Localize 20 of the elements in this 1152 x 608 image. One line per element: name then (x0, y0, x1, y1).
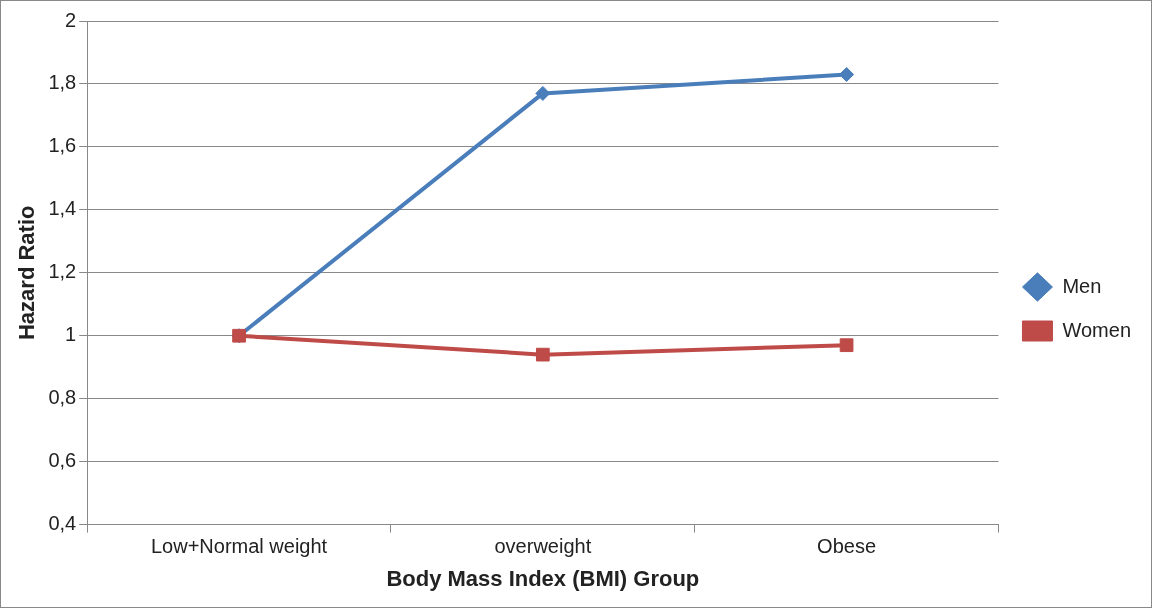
y-tick-label: 0,6 (48, 449, 77, 472)
y-tick-label: 1,8 (48, 71, 77, 94)
legend-label: Women (1062, 318, 1131, 341)
y-tick-label: 1 (65, 323, 77, 346)
y-tick-label: 0,4 (48, 512, 77, 535)
point (535, 347, 550, 362)
y-tick-label: 2 (65, 8, 77, 31)
point (839, 67, 855, 83)
x-tick-label: overweight (494, 535, 592, 558)
y-tick-label: 0,8 (48, 386, 77, 409)
x-axis-title: Body Mass Index (BMI) Group (386, 565, 700, 591)
y-tick-label: 1,6 (48, 134, 77, 157)
y-tick-label: 1,2 (48, 260, 77, 283)
y-tick-label: 1,4 (48, 197, 77, 220)
point (535, 85, 551, 101)
y-axis-title: Hazard Ratio (14, 205, 40, 341)
x-tick-label: Obese (817, 535, 877, 558)
legend-label: Men (1062, 274, 1102, 297)
point (839, 338, 854, 353)
x-tick-label: Low+Normal weight (150, 535, 328, 558)
